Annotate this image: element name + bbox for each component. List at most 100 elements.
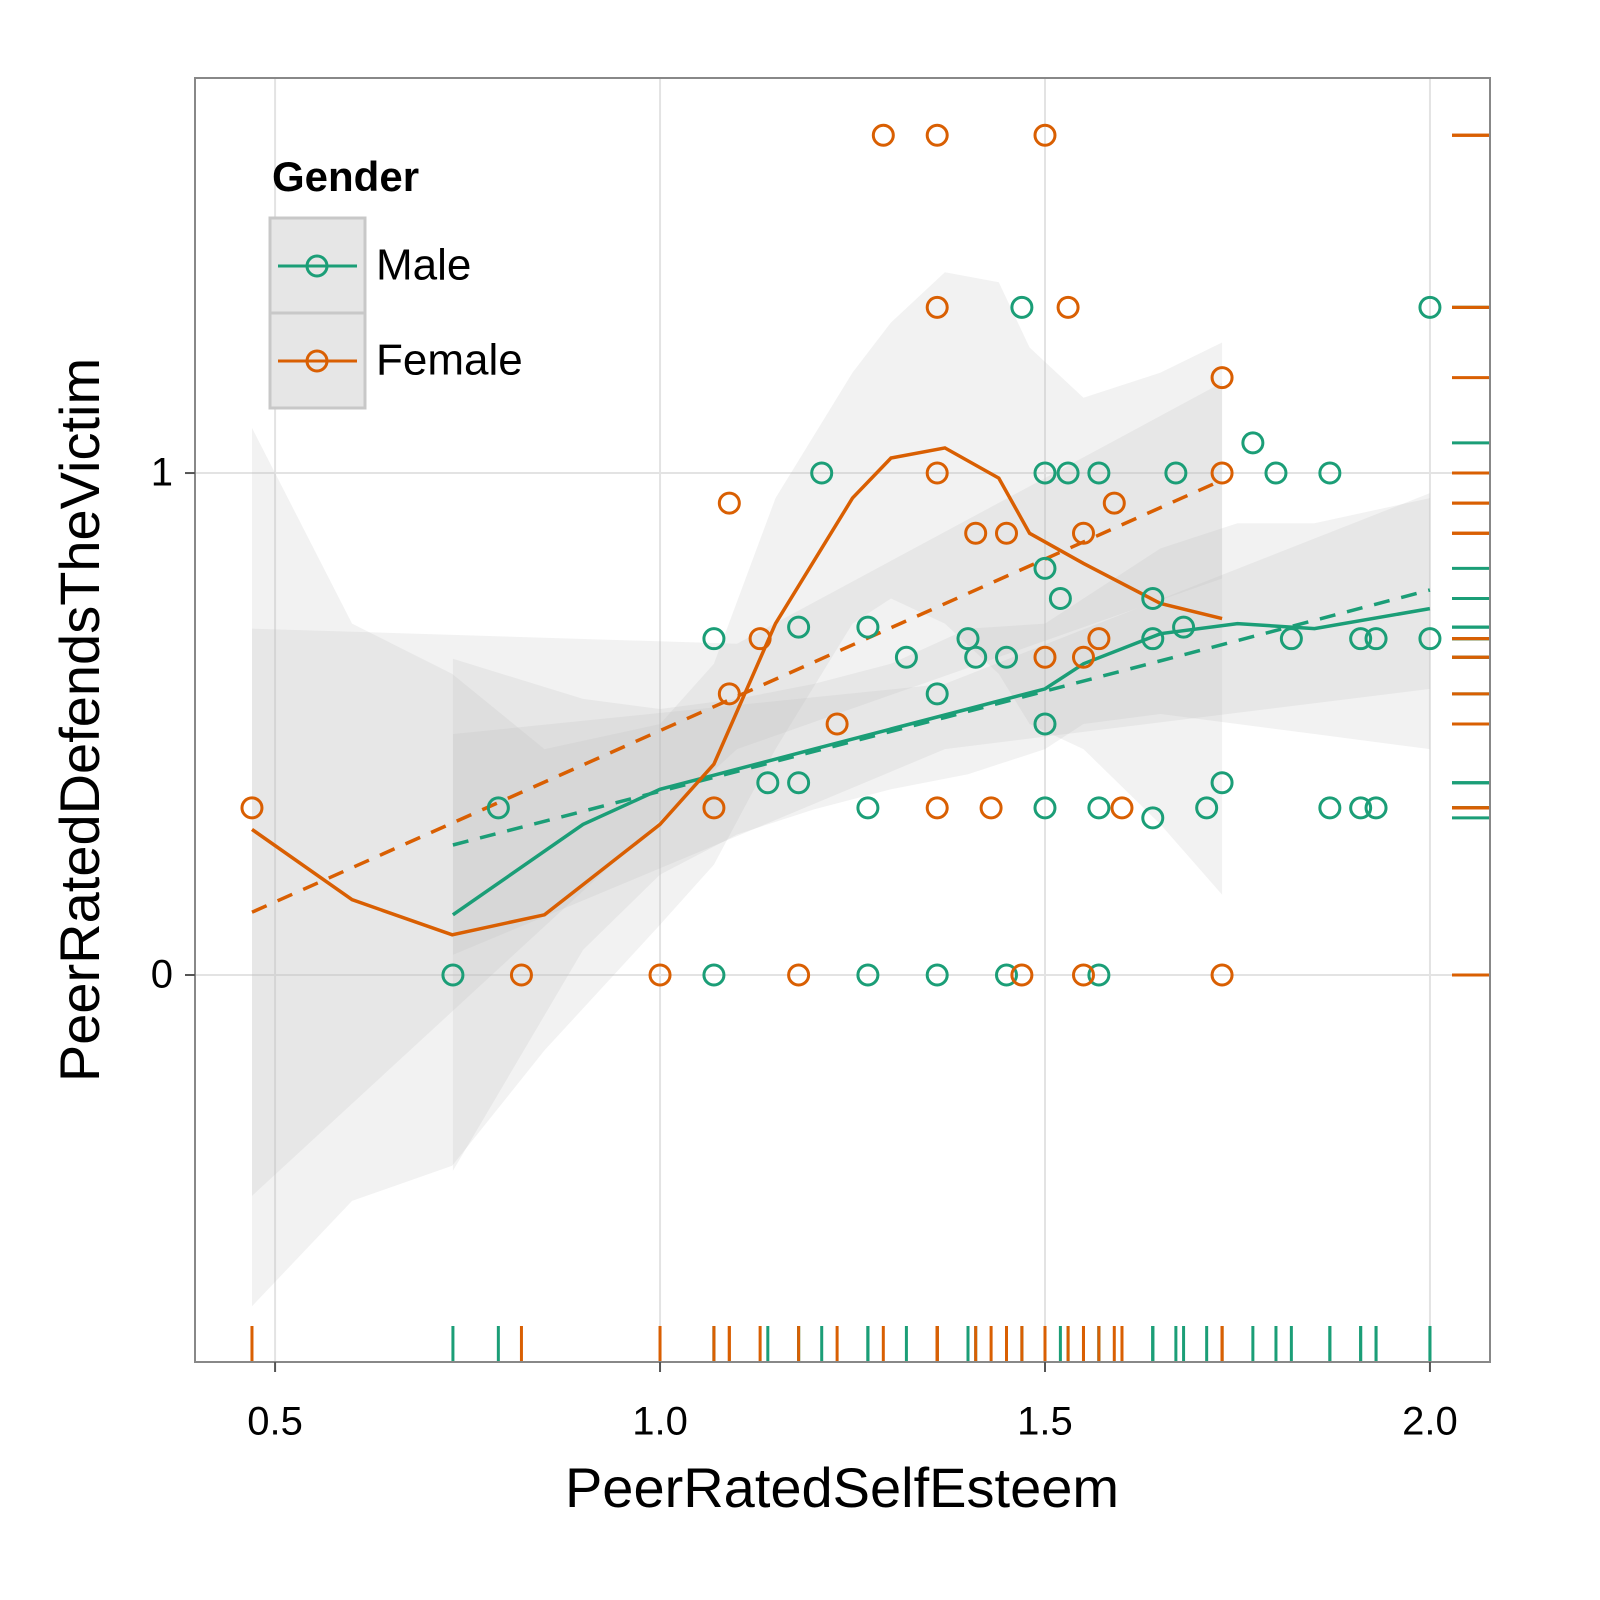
data-point [856, 796, 880, 820]
data-point [925, 682, 949, 706]
data-point [1418, 627, 1442, 651]
data-point [994, 963, 1018, 987]
data-point [1110, 796, 1134, 820]
data-point [1033, 712, 1057, 736]
data-point [1349, 796, 1373, 820]
data-point [1279, 627, 1303, 651]
confidence-band [251, 382, 1223, 1196]
legend-label: Female [376, 336, 523, 385]
data-point [894, 645, 918, 669]
data-point [825, 712, 849, 736]
data-point [748, 627, 772, 651]
data-point [925, 963, 949, 987]
data-point [1071, 645, 1095, 669]
legend-point [305, 254, 329, 278]
data-point [1210, 771, 1234, 795]
data-point [787, 963, 811, 987]
data-point [1048, 587, 1072, 611]
data-point [1349, 627, 1373, 651]
data-point [787, 771, 811, 795]
data-point [994, 645, 1018, 669]
loess-fit-line [451, 606, 1431, 917]
y-tick-label: 0 [151, 953, 173, 997]
x-tick-label: 1.0 [632, 1400, 688, 1444]
loess-fit-line [250, 446, 1223, 937]
data-point [856, 963, 880, 987]
panel-border [194, 77, 1491, 1363]
data-point [1418, 295, 1442, 319]
data-point [1087, 627, 1111, 651]
legend: Gender Male Female [268, 153, 523, 410]
data-point [1210, 461, 1234, 485]
data-point [1010, 963, 1034, 987]
x-axis-title: PeerRatedSelfEsteem [565, 1456, 1119, 1519]
data-point [964, 645, 988, 669]
confidence-band [452, 498, 1430, 1171]
data-point [1056, 461, 1080, 485]
data-point [1033, 461, 1057, 485]
y-tick-label: 1 [151, 451, 173, 495]
data-point [1141, 806, 1165, 830]
legend-point [305, 349, 329, 373]
linear-fit-line [452, 588, 1431, 847]
x-tick-label: 1.5 [1017, 1400, 1073, 1444]
data-point [925, 123, 949, 147]
data-point [702, 963, 726, 987]
data-point [1010, 295, 1034, 319]
data-point [871, 123, 895, 147]
data-point [509, 963, 533, 987]
data-point [756, 771, 780, 795]
data-point [702, 796, 726, 820]
data-point [1033, 796, 1057, 820]
data-point [1141, 587, 1165, 611]
data-point [1318, 796, 1342, 820]
data-point [810, 461, 834, 485]
data-point [787, 615, 811, 639]
data-point [1364, 627, 1388, 651]
data-point [717, 682, 741, 706]
legend-title: Gender [272, 153, 419, 200]
data-point [925, 461, 949, 485]
data-point [1164, 461, 1188, 485]
linear-fit-line [251, 478, 1223, 914]
data-point [1087, 963, 1111, 987]
data-point [964, 521, 988, 545]
data-point [1056, 295, 1080, 319]
data-point [1364, 796, 1388, 820]
data-point [717, 491, 741, 515]
data-point [486, 796, 510, 820]
data-point [956, 627, 980, 651]
data-point [240, 796, 264, 820]
data-point [1318, 461, 1342, 485]
data-point [1071, 521, 1095, 545]
data-point [1087, 461, 1111, 485]
data-point [1241, 431, 1265, 455]
data-point [1102, 491, 1126, 515]
y-axis-title: PeerRatedDefendsTheVictim [48, 358, 111, 1082]
data-point [1071, 963, 1095, 987]
confidence-band [251, 272, 1223, 1307]
data-point [648, 963, 672, 987]
x-tick-label: 0.5 [247, 1400, 303, 1444]
data-point [1195, 796, 1219, 820]
data-point [1033, 556, 1057, 580]
data-point [1210, 366, 1234, 390]
data-point [441, 963, 465, 987]
data-point [1087, 796, 1111, 820]
data-point [1264, 461, 1288, 485]
x-tick-label: 2.0 [1402, 1400, 1458, 1444]
data-point [1033, 645, 1057, 669]
data-point [702, 627, 726, 651]
data-point [1033, 123, 1057, 147]
data-point [925, 796, 949, 820]
panel [195, 78, 1490, 1362]
data-point [1141, 627, 1165, 651]
data-point [979, 796, 1003, 820]
data-point [925, 295, 949, 319]
data-point [856, 615, 880, 639]
data-point [1172, 615, 1196, 639]
data-point [1210, 963, 1234, 987]
data-point [994, 521, 1018, 545]
legend-label: Male [376, 241, 471, 290]
